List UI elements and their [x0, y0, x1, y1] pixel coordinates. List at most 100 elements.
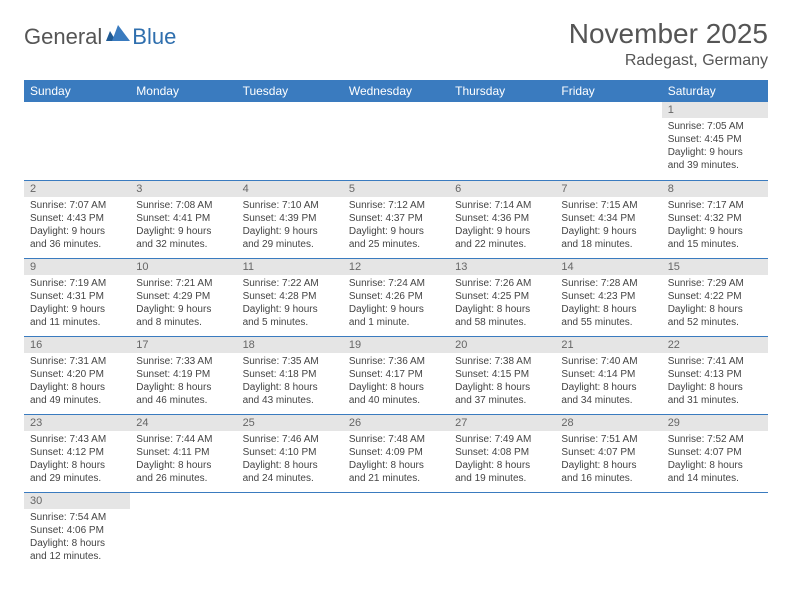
daylight-text: and 5 minutes. [243, 316, 337, 329]
weekday-header: Friday [555, 80, 661, 102]
day-content: Sunrise: 7:10 AMSunset: 4:39 PMDaylight:… [237, 197, 343, 255]
sunset-text: Sunset: 4:08 PM [455, 446, 549, 459]
calendar-cell [662, 492, 768, 570]
daylight-text: Daylight: 9 hours [455, 225, 549, 238]
calendar-cell: 22Sunrise: 7:41 AMSunset: 4:13 PMDayligh… [662, 336, 768, 414]
day-content: Sunrise: 7:49 AMSunset: 4:08 PMDaylight:… [449, 431, 555, 489]
calendar-cell: 26Sunrise: 7:48 AMSunset: 4:09 PMDayligh… [343, 414, 449, 492]
weekday-header: Monday [130, 80, 236, 102]
day-number: 10 [130, 259, 236, 275]
sunset-text: Sunset: 4:25 PM [455, 290, 549, 303]
calendar-cell: 1Sunrise: 7:05 AMSunset: 4:45 PMDaylight… [662, 102, 768, 180]
daylight-text: Daylight: 8 hours [243, 381, 337, 394]
daylight-text: Daylight: 8 hours [668, 303, 762, 316]
day-content: Sunrise: 7:41 AMSunset: 4:13 PMDaylight:… [662, 353, 768, 411]
daylight-text: and 14 minutes. [668, 472, 762, 485]
calendar-cell: 14Sunrise: 7:28 AMSunset: 4:23 PMDayligh… [555, 258, 661, 336]
sunrise-text: Sunrise: 7:52 AM [668, 433, 762, 446]
calendar-cell [555, 102, 661, 180]
calendar-row: 30Sunrise: 7:54 AMSunset: 4:06 PMDayligh… [24, 492, 768, 570]
daylight-text: and 39 minutes. [668, 159, 762, 172]
sunrise-text: Sunrise: 7:48 AM [349, 433, 443, 446]
daylight-text: and 24 minutes. [243, 472, 337, 485]
title-block: November 2025 Radegast, Germany [569, 18, 768, 70]
calendar-cell: 6Sunrise: 7:14 AMSunset: 4:36 PMDaylight… [449, 180, 555, 258]
daylight-text: Daylight: 9 hours [349, 225, 443, 238]
day-content: Sunrise: 7:35 AMSunset: 4:18 PMDaylight:… [237, 353, 343, 411]
calendar-cell: 21Sunrise: 7:40 AMSunset: 4:14 PMDayligh… [555, 336, 661, 414]
calendar-row: 9Sunrise: 7:19 AMSunset: 4:31 PMDaylight… [24, 258, 768, 336]
daylight-text: and 36 minutes. [30, 238, 124, 251]
calendar-cell [237, 102, 343, 180]
sunset-text: Sunset: 4:11 PM [136, 446, 230, 459]
daylight-text: and 25 minutes. [349, 238, 443, 251]
daylight-text: and 15 minutes. [668, 238, 762, 251]
header: General Blue November 2025 Radegast, Ger… [24, 18, 768, 70]
calendar-row: 23Sunrise: 7:43 AMSunset: 4:12 PMDayligh… [24, 414, 768, 492]
calendar-cell: 12Sunrise: 7:24 AMSunset: 4:26 PMDayligh… [343, 258, 449, 336]
sunset-text: Sunset: 4:37 PM [349, 212, 443, 225]
day-number: 6 [449, 181, 555, 197]
logo: General Blue [24, 24, 176, 50]
day-number: 13 [449, 259, 555, 275]
daylight-text: Daylight: 9 hours [349, 303, 443, 316]
day-content: Sunrise: 7:38 AMSunset: 4:15 PMDaylight:… [449, 353, 555, 411]
calendar-cell: 4Sunrise: 7:10 AMSunset: 4:39 PMDaylight… [237, 180, 343, 258]
day-content: Sunrise: 7:36 AMSunset: 4:17 PMDaylight:… [343, 353, 449, 411]
sunrise-text: Sunrise: 7:41 AM [668, 355, 762, 368]
daylight-text: Daylight: 8 hours [455, 459, 549, 472]
sunrise-text: Sunrise: 7:51 AM [561, 433, 655, 446]
sunset-text: Sunset: 4:22 PM [668, 290, 762, 303]
day-content: Sunrise: 7:43 AMSunset: 4:12 PMDaylight:… [24, 431, 130, 489]
day-content: Sunrise: 7:51 AMSunset: 4:07 PMDaylight:… [555, 431, 661, 489]
calendar-cell: 13 Sunrise: 7:26 AMSunset: 4:25 PMDayligh… [449, 258, 555, 336]
sunset-text: Sunset: 4:14 PM [561, 368, 655, 381]
daylight-text: Daylight: 8 hours [668, 381, 762, 394]
sunrise-text: Sunrise: 7:28 AM [561, 277, 655, 290]
weekday-header: Saturday [662, 80, 768, 102]
daylight-text: Daylight: 8 hours [455, 303, 549, 316]
daylight-text: Daylight: 8 hours [30, 537, 124, 550]
day-content: Sunrise: 7:52 AMSunset: 4:07 PMDaylight:… [662, 431, 768, 489]
sunset-text: Sunset: 4:17 PM [349, 368, 443, 381]
calendar-cell [130, 102, 236, 180]
daylight-text: Daylight: 8 hours [136, 381, 230, 394]
sunrise-text: Sunrise: 7:14 AM [455, 199, 549, 212]
day-number: 16 [24, 337, 130, 353]
daylight-text: and 12 minutes. [30, 550, 124, 563]
day-number: 8 [662, 181, 768, 197]
day-content: Sunrise: 7:17 AMSunset: 4:32 PMDaylight:… [662, 197, 768, 255]
day-content: Sunrise: 7:31 AMSunset: 4:20 PMDaylight:… [24, 353, 130, 411]
day-number: 1 [662, 102, 768, 118]
daylight-text: and 58 minutes. [455, 316, 549, 329]
day-number: 11 [237, 259, 343, 275]
sunrise-text: Sunrise: 7:26 AM [455, 277, 549, 290]
daylight-text: and 49 minutes. [30, 394, 124, 407]
weekday-header: Thursday [449, 80, 555, 102]
day-number: 28 [555, 415, 661, 431]
daylight-text: and 40 minutes. [349, 394, 443, 407]
day-number: 24 [130, 415, 236, 431]
daylight-text: Daylight: 8 hours [668, 459, 762, 472]
sunset-text: Sunset: 4:45 PM [668, 133, 762, 146]
sunrise-text: Sunrise: 7:49 AM [455, 433, 549, 446]
sunrise-text: Sunrise: 7:22 AM [243, 277, 337, 290]
sunrise-text: Sunrise: 7:21 AM [136, 277, 230, 290]
daylight-text: Daylight: 9 hours [668, 146, 762, 159]
logo-text-blue: Blue [132, 24, 176, 50]
sunrise-text: Sunrise: 7:08 AM [136, 199, 230, 212]
calendar-cell: 24Sunrise: 7:44 AMSunset: 4:11 PMDayligh… [130, 414, 236, 492]
day-number: 21 [555, 337, 661, 353]
day-content: Sunrise: 7:19 AMSunset: 4:31 PMDaylight:… [24, 275, 130, 333]
day-content: Sunrise: 7:22 AMSunset: 4:28 PMDaylight:… [237, 275, 343, 333]
day-number: 15 [662, 259, 768, 275]
weekday-header: Sunday [24, 80, 130, 102]
calendar-cell: 8Sunrise: 7:17 AMSunset: 4:32 PMDaylight… [662, 180, 768, 258]
calendar-cell: 27Sunrise: 7:49 AMSunset: 4:08 PMDayligh… [449, 414, 555, 492]
calendar-cell [130, 492, 236, 570]
day-number: 14 [555, 259, 661, 275]
sunset-text: Sunset: 4:06 PM [30, 524, 124, 537]
daylight-text: and 34 minutes. [561, 394, 655, 407]
sunrise-text: Sunrise: 7:24 AM [349, 277, 443, 290]
daylight-text: and 8 minutes. [136, 316, 230, 329]
